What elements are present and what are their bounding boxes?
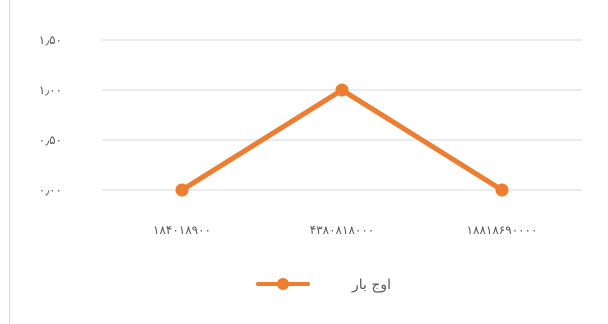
x-axis-ticks: ۱۸۴۰۱۸۹۰۰ ۴۳۸۰۸۱۸۰۰۰ ۱۸۸۱۸۶۹۰۰۰۰ xyxy=(153,223,537,237)
y-axis-ticks: ۰٫۰۰ ۰٫۵۰ ۱٫۰۰ ۱٫۵۰ xyxy=(39,33,62,197)
x-tick-label: ۱۸۸۱۸۶۹۰۰۰۰ xyxy=(467,223,538,237)
x-tick-label: ۴۳۸۰۸۱۸۰۰۰ xyxy=(310,223,374,237)
y-tick-label: ۰٫۰۰ xyxy=(39,183,62,197)
y-tick-label: ۰٫۵۰ xyxy=(39,133,62,147)
legend-label: اوج بار xyxy=(351,277,391,293)
y-tick-label: ۱٫۵۰ xyxy=(39,33,62,47)
data-point-marker xyxy=(496,184,509,197)
legend: اوج بار xyxy=(258,277,391,293)
data-point-marker xyxy=(176,184,189,197)
gridlines xyxy=(102,40,582,190)
x-tick-label: ۱۸۴۰۱۸۹۰۰ xyxy=(153,223,211,237)
legend-marker-swatch xyxy=(277,278,289,290)
y-tick-label: ۱٫۰۰ xyxy=(39,83,62,97)
data-point-marker xyxy=(336,84,349,97)
